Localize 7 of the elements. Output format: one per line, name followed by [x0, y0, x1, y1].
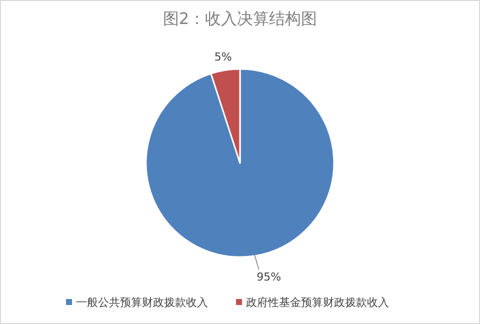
data-label: 95%	[256, 270, 282, 284]
legend-label: 政府性基金预算财政拨款收入	[246, 296, 389, 309]
pie-slice	[145, 68, 335, 258]
pie-slice	[210, 68, 241, 164]
legend-label: 一般公共预算财政拨款收入	[76, 296, 208, 309]
chart-title: 图2：收入决算结构图	[162, 9, 318, 28]
data-label: 5%	[214, 50, 232, 64]
